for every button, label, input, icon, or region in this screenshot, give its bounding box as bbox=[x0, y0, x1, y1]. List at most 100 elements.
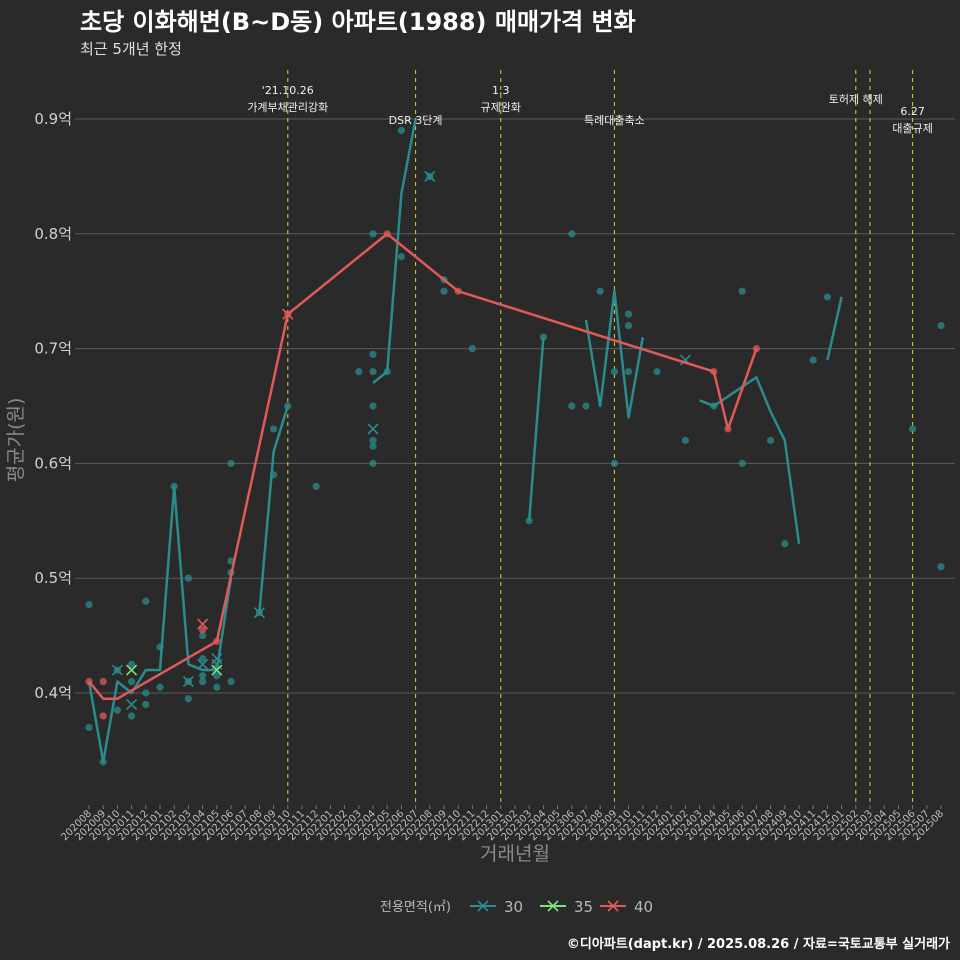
data-point bbox=[568, 402, 576, 410]
data-point bbox=[525, 517, 533, 525]
y-tick-label: 0.6억 bbox=[34, 454, 72, 472]
data-point bbox=[142, 700, 150, 709]
series-line bbox=[699, 376, 801, 544]
y-tick-label: 0.9억 bbox=[34, 110, 72, 128]
data-point bbox=[767, 436, 775, 445]
data-point bbox=[85, 723, 93, 732]
y-axis-ticks: 0.4억 0.5억 0.6억 0.7억 0.8억 0.9억 bbox=[34, 110, 72, 702]
y-tick-label: 0.5억 bbox=[34, 569, 72, 587]
data-point bbox=[369, 442, 377, 450]
data-point bbox=[610, 459, 619, 467]
data-point bbox=[213, 672, 221, 680]
data-point bbox=[582, 402, 590, 410]
legend-key-marker bbox=[547, 900, 559, 912]
data-point bbox=[369, 436, 377, 445]
y-tick-label: 0.7억 bbox=[34, 340, 72, 358]
data-point bbox=[937, 563, 945, 571]
data-point bbox=[625, 310, 633, 318]
cross-marker bbox=[211, 664, 223, 676]
data-point bbox=[199, 672, 207, 680]
data-point bbox=[142, 597, 150, 605]
data-point bbox=[596, 287, 604, 295]
series-line bbox=[527, 337, 545, 521]
series-line bbox=[372, 118, 417, 384]
data-point bbox=[270, 425, 278, 433]
event-label: 1.3 bbox=[492, 84, 510, 97]
data-point bbox=[227, 459, 235, 467]
legend-title: 전용면적(㎡) bbox=[380, 900, 451, 915]
data-point bbox=[625, 322, 633, 330]
event-label: 가계부채관리강화 bbox=[247, 101, 328, 114]
event-label: 규제완화 bbox=[481, 101, 521, 114]
data-point bbox=[184, 574, 192, 582]
chart-subtitle: 최근 5개년 한정 bbox=[80, 40, 182, 58]
y-tick-label: 0.8억 bbox=[34, 225, 72, 243]
data-point bbox=[99, 677, 107, 686]
data-point bbox=[568, 230, 576, 238]
legend-key-marker bbox=[607, 900, 619, 912]
data-point bbox=[781, 540, 789, 548]
data-point bbox=[468, 345, 476, 353]
data-point bbox=[653, 367, 661, 376]
data-point bbox=[681, 436, 690, 445]
cross-marker bbox=[253, 607, 265, 619]
cross-marker bbox=[424, 170, 436, 182]
data-point bbox=[128, 712, 136, 720]
cross-marker bbox=[197, 618, 209, 630]
series-35 bbox=[126, 664, 223, 676]
legend: 전용면적(㎡) 30 35 40 bbox=[380, 898, 653, 916]
series-line bbox=[87, 485, 233, 764]
data-point bbox=[199, 677, 207, 686]
data-point bbox=[909, 425, 917, 433]
data-point bbox=[128, 660, 136, 668]
series-line bbox=[584, 289, 645, 419]
event-label: 특례대출축소 bbox=[584, 114, 645, 127]
legend-label: 30 bbox=[504, 898, 523, 916]
data-point bbox=[369, 367, 377, 376]
series-line bbox=[826, 296, 843, 361]
chart-title: 초당 이화해변(B~D동) 아파트(1988) 매매가격 변화 bbox=[80, 8, 636, 36]
series-40 bbox=[85, 230, 761, 720]
data-point bbox=[625, 367, 633, 376]
data-point bbox=[937, 322, 945, 330]
y-gridlines bbox=[75, 118, 955, 694]
data-point bbox=[227, 677, 235, 686]
cross-marker bbox=[111, 664, 123, 676]
data-point bbox=[397, 253, 405, 261]
y-axis-title: 평균가(원) bbox=[5, 398, 27, 483]
cross-marker bbox=[182, 675, 194, 688]
legend-label: 35 bbox=[574, 898, 593, 916]
data-point bbox=[113, 706, 121, 714]
data-point bbox=[213, 683, 221, 691]
data-point bbox=[823, 293, 832, 301]
chart-caption: ©디아파트(dapt.kr) / 2025.08.26 / 자료=국토교통부 실… bbox=[567, 936, 950, 952]
event-label: 6.27 bbox=[900, 105, 925, 118]
y-tick-label: 0.4억 bbox=[34, 684, 72, 702]
series-line bbox=[258, 405, 289, 613]
data-point bbox=[199, 626, 207, 634]
event-label: '21.10.26 bbox=[262, 84, 314, 97]
data-point bbox=[355, 367, 363, 376]
legend-key-marker bbox=[477, 900, 489, 912]
data-point bbox=[199, 632, 207, 640]
cross-marker bbox=[367, 423, 379, 435]
data-point bbox=[610, 367, 619, 376]
data-point bbox=[142, 689, 150, 697]
data-point bbox=[369, 230, 377, 238]
data-point bbox=[199, 654, 207, 663]
cross-marker bbox=[282, 308, 294, 320]
cross-marker bbox=[126, 698, 138, 711]
cross-marker bbox=[126, 664, 138, 676]
data-point bbox=[99, 712, 107, 720]
data-point bbox=[369, 459, 377, 467]
series-30 bbox=[85, 118, 945, 766]
data-point bbox=[369, 402, 377, 410]
data-point bbox=[738, 287, 746, 295]
data-point bbox=[738, 459, 746, 467]
data-point bbox=[128, 677, 136, 686]
event-label: 토허제 해제 bbox=[829, 92, 883, 106]
data-point bbox=[440, 287, 448, 295]
